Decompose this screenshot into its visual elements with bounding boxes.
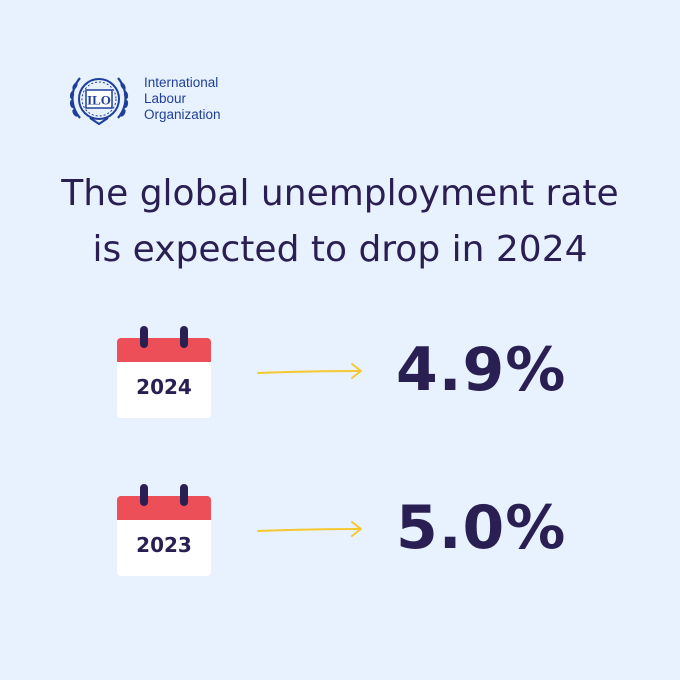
- organization-name: International Labour Organization: [144, 75, 221, 123]
- calendar-ring-right: [180, 484, 188, 506]
- ilo-emblem-icon: ILO: [69, 77, 129, 126]
- arrow-right-icon: [257, 363, 362, 379]
- stat-row-2023: 2023 5.0%: [0, 474, 680, 576]
- calendar-header: [117, 338, 211, 362]
- calendar-ring-left: [140, 484, 148, 506]
- headline-line-2: is expected to drop in 2024: [92, 229, 588, 270]
- arrow-right-icon: [257, 521, 362, 537]
- calendar-year: 2024: [136, 375, 192, 399]
- org-name-line-2: Labour: [144, 91, 187, 106]
- headline: The global unemployment rate is expected…: [0, 166, 680, 278]
- calendar-page: [117, 520, 211, 576]
- stat-row-2024: 2024 4.9%: [0, 316, 680, 418]
- headline-line-1: The global unemployment rate: [61, 173, 619, 214]
- calendar-icon: 2023: [117, 484, 211, 576]
- calendar-year: 2023: [136, 533, 192, 557]
- calendar-page: [117, 362, 211, 418]
- calendar-ring-left: [140, 326, 148, 348]
- unemployment-rate-value: 5.0%: [396, 493, 567, 563]
- calendar-icon: 2024: [117, 326, 211, 418]
- calendar-header: [117, 496, 211, 520]
- ilo-logo: ILO International Labour Organization: [66, 66, 221, 132]
- ilo-emblem-text: ILO: [87, 93, 111, 108]
- unemployment-rate-value: 4.9%: [396, 335, 567, 405]
- calendar-ring-right: [180, 326, 188, 348]
- org-name-line-3: Organization: [144, 107, 221, 122]
- org-name-line-1: International: [144, 75, 219, 90]
